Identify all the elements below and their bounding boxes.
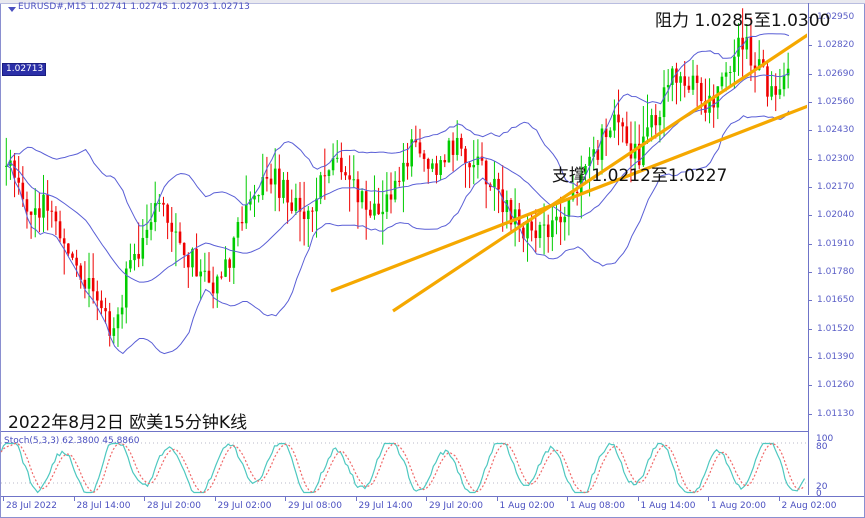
price-tick (809, 356, 812, 358)
time-tick (637, 497, 639, 501)
stochastic-d-line (1, 442, 805, 494)
time-tick (285, 497, 286, 501)
price-tick-label: 1.02690 (817, 68, 855, 79)
price-tick-label: 1.01520 (817, 323, 855, 334)
time-tick-label: 1 Aug 14:00 (640, 501, 696, 511)
window-top-strip (0, 0, 865, 4)
price-tick (809, 17, 812, 19)
stochastic-level-label: 20 (816, 482, 828, 492)
stochastic-svg (1, 442, 807, 494)
time-tick-label: 29 Jul 08:00 (288, 501, 342, 511)
chart-caption: 2022年8月2日 欧美15分钟K线 (8, 413, 248, 433)
candlestick-series (5, 8, 790, 347)
price-tick-label: 1.02170 (817, 182, 855, 192)
stochastic-k-line (1, 442, 806, 494)
price-tick-label: 1.02430 (817, 125, 855, 136)
time-tick-label: 28 Jul 14:00 (76, 501, 131, 511)
time-tick (3, 497, 4, 501)
price-tick-label: 1.02950 (817, 12, 855, 23)
stochastic-level-label: 0 (816, 489, 822, 499)
upper-channel-resistance[interactable] (392, 14, 807, 313)
time-tick-label: 1 Aug 08:00 (570, 501, 625, 511)
time-tick (144, 497, 145, 501)
price-tick-label: 1.02560 (817, 97, 855, 108)
stochastic-level-label: 80 (816, 442, 828, 452)
price-tick-label: 1.01910 (817, 238, 855, 249)
pane-separator (1, 431, 808, 432)
bollinger-middle (6, 72, 790, 283)
stochastic-pane[interactable] (1, 433, 807, 495)
price-tick (809, 45, 812, 47)
price-tick-label: 1.02820 (817, 40, 855, 51)
time-tick (567, 497, 568, 501)
current-price-badge: 1.02713 (2, 62, 47, 76)
time-tick (496, 497, 498, 501)
price-tick-label: 1.01130 (817, 408, 855, 419)
time-tick-label: 29 Jul 20:00 (429, 501, 483, 511)
price-tick (809, 130, 812, 132)
stochastic-header: Stoch(5,3,3) 62.3800 45.8860 (4, 436, 140, 446)
price-tick (809, 187, 812, 188)
price-tick (809, 73, 812, 75)
time-tick (355, 497, 357, 501)
price-tick-label: 1.01390 (817, 351, 855, 362)
price-tick-label: 1.01650 (817, 295, 855, 306)
time-tick (214, 497, 216, 501)
price-tick-label: 1.01260 (817, 380, 855, 391)
price-tick (809, 243, 812, 245)
price-tick (809, 215, 812, 217)
price-scale[interactable]: 1.02950 1.02820 1.02690 1.02560 1.02430 1.023… (808, 3, 865, 495)
stochastic-gridlines (1, 442, 807, 484)
bollinger-bands (6, 33, 790, 355)
time-tick (708, 497, 709, 501)
time-axis[interactable]: 28 Jul 2022 28 Jul 14:00 28 Jul 20:00 29 Ju… (1, 496, 864, 517)
stochastic-scale: 100 80 20 0 (808, 433, 865, 499)
time-tick-label: 2 Aug 02:00 (781, 501, 837, 511)
lower-channel-support[interactable] (330, 93, 807, 293)
price-tick (809, 102, 812, 104)
triangle-down-icon[interactable] (8, 7, 16, 12)
bollinger-lower (6, 110, 790, 355)
time-tick (73, 497, 75, 501)
time-tick-label: 28 Jul 20:00 (147, 501, 201, 511)
support-annotation: 支撑 1.0212至1.0227 (552, 166, 728, 186)
price-tick (809, 271, 812, 273)
time-tick-label: 1 Aug 02:00 (499, 501, 555, 511)
time-tick-label: 29 Jul 02:00 (217, 501, 272, 511)
price-tick-label: 1.01780 (817, 266, 855, 277)
trendlines (330, 14, 807, 313)
price-chart-svg (5, 8, 807, 355)
price-tick-label: 1.02300 (817, 153, 855, 164)
price-tick (809, 328, 812, 330)
price-pane[interactable] (1, 4, 807, 431)
price-tick (809, 158, 812, 160)
time-tick (426, 497, 427, 501)
price-tick (809, 300, 812, 302)
price-tick-label: 1.02040 (817, 210, 855, 221)
time-tick-label: 28 Jul 2022 (6, 501, 57, 511)
time-tick-label: 29 Jul 14:00 (358, 501, 413, 511)
price-tick (809, 385, 812, 387)
time-tick-label: 1 Aug 20:00 (711, 501, 766, 511)
stochastic-level-label: 100 (816, 434, 834, 444)
bollinger-upper (6, 33, 790, 227)
price-tick (809, 413, 812, 415)
time-tick (778, 497, 780, 501)
resistance-annotation: 阻力 1.0285至1.0300 (655, 11, 831, 31)
symbol-header: EURUSD#,M15 1.02741 1.02745 1.02703 1.02… (18, 2, 250, 12)
